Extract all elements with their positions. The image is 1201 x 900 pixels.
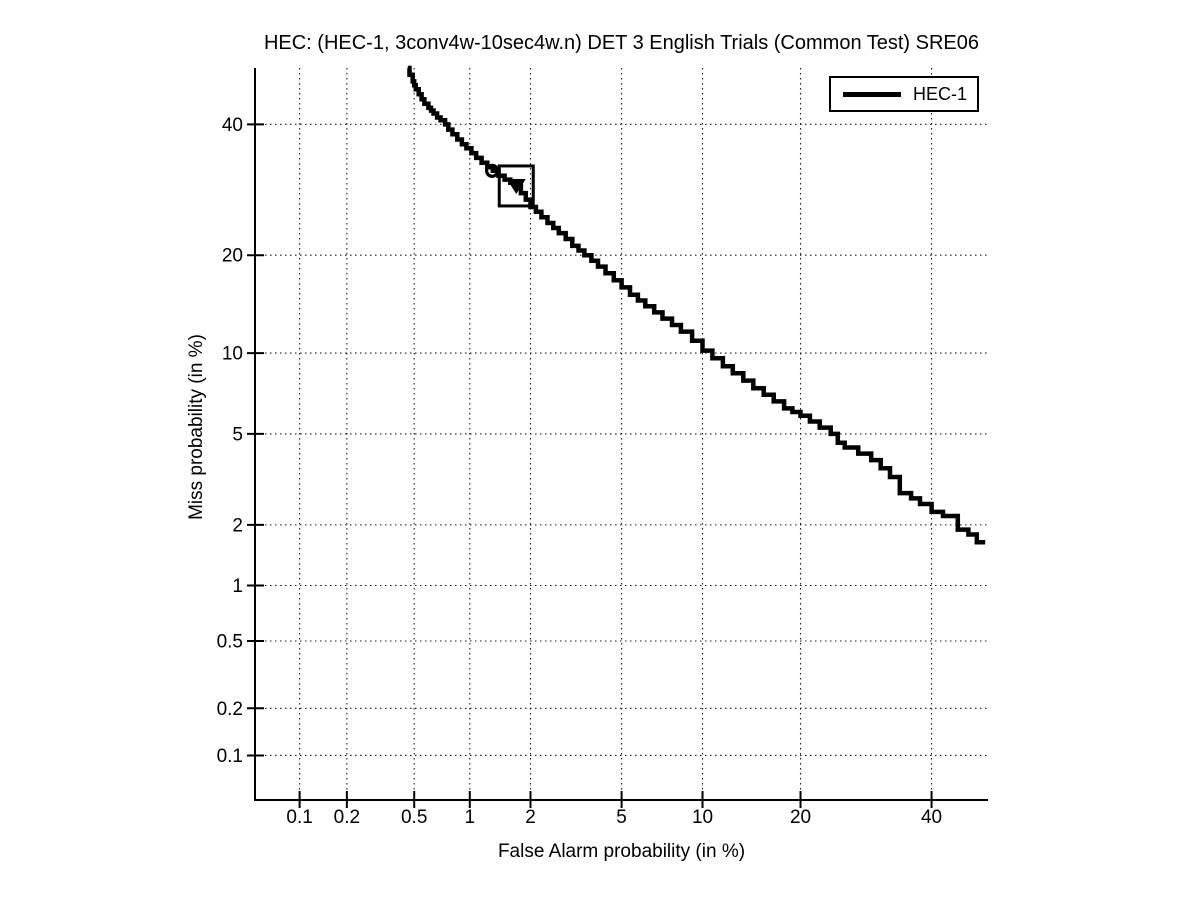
y-tick-label: 0.1 — [217, 746, 243, 767]
chart-title: HEC: (HEC-1, 3conv4w-10sec4w.n) DET 3 En… — [263, 32, 980, 54]
x-tick-label: 0.5 — [401, 807, 427, 828]
y-tick-label: 40 — [222, 115, 243, 136]
legend-box: HEC-1 — [829, 76, 979, 112]
x-tick-label: 1 — [464, 807, 475, 828]
y-tick-label: 1 — [232, 576, 243, 597]
y-tick-label: 20 — [222, 246, 243, 267]
y-tick-label: 10 — [222, 344, 243, 365]
y-tick-label: 0.2 — [217, 699, 243, 720]
legend-line-sample — [843, 91, 901, 97]
x-axis-label: False Alarm probability (in %) — [497, 841, 746, 862]
x-tick-label: 0.2 — [334, 807, 360, 828]
x-tick-label: 20 — [790, 807, 811, 828]
y-axis-label: Miss probability (in %) — [186, 334, 207, 520]
y-tick-label: 0.5 — [217, 632, 243, 653]
x-tick-label: 2 — [525, 807, 536, 828]
operating-point-triangle-marker — [506, 178, 526, 194]
y-tick-label: 2 — [232, 515, 243, 536]
x-tick-label: 40 — [921, 807, 942, 828]
x-tick-label: 5 — [616, 807, 627, 828]
operating-point-circle-marker — [484, 163, 500, 178]
x-tick-label: 0.1 — [286, 807, 312, 828]
x-tick-label: 10 — [692, 807, 713, 828]
det-curve-hec-1 — [407, 65, 986, 545]
y-tick-label: 5 — [232, 424, 243, 445]
legend-entry-label: HEC-1 — [913, 83, 968, 104]
operating-point-box-marker — [497, 164, 535, 208]
